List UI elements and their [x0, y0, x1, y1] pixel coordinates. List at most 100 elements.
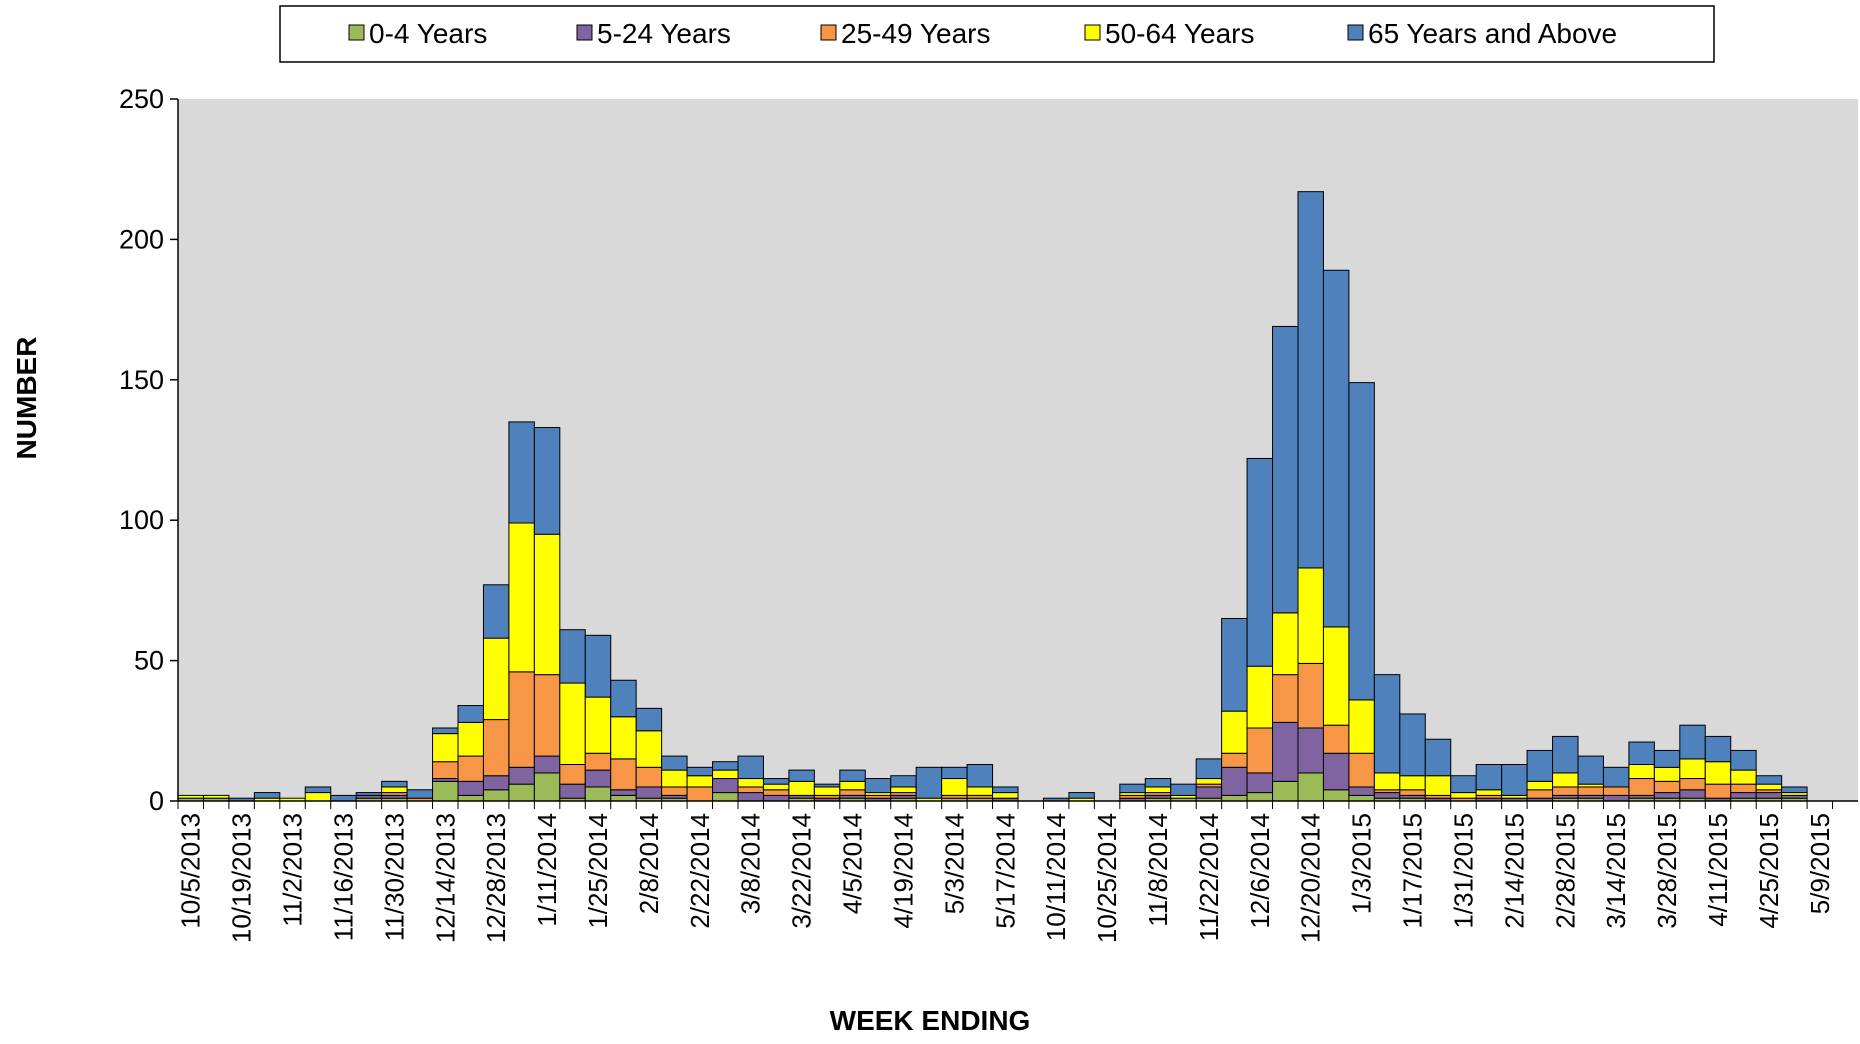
bar-segment — [432, 780, 459, 802]
bar-segment — [890, 786, 917, 794]
bar-segment — [788, 769, 815, 782]
bar-segment — [864, 778, 892, 794]
x-tick-label: 2/22/2014 — [685, 813, 715, 929]
bar-segment — [992, 792, 1019, 799]
bar-segment — [1322, 626, 1350, 726]
bar-segment — [508, 522, 535, 673]
bar-segment — [1272, 612, 1299, 676]
x-tick-label: 11/8/2014 — [1143, 813, 1173, 927]
bar-segment — [1602, 766, 1630, 788]
bar-segment — [1679, 758, 1706, 780]
x-tick-label: 5/3/2014 — [939, 813, 969, 914]
bar-segment — [686, 786, 714, 802]
bar-segment — [1577, 755, 1604, 785]
bar-segment — [1373, 772, 1401, 791]
bar-segment — [661, 755, 688, 771]
bar-segment — [1730, 792, 1757, 799]
bar-segment — [966, 786, 994, 796]
bar-segment — [406, 789, 434, 799]
bar-segment — [1628, 741, 1655, 765]
bar-segment — [1704, 783, 1732, 799]
bar-segment — [941, 766, 968, 780]
bar-segment — [1272, 721, 1299, 782]
y-tick-label: 50 — [134, 646, 164, 676]
bar-segment — [1450, 775, 1477, 794]
bar-segment — [1348, 699, 1375, 754]
bar-segment — [1399, 775, 1426, 791]
bar-segment — [508, 421, 535, 524]
bar-segment — [635, 766, 663, 788]
x-tick-label: 3/28/2015 — [1652, 813, 1682, 929]
x-tick-label: 2/8/2014 — [634, 813, 664, 914]
bar-segment — [839, 780, 866, 791]
bar-segment — [1297, 772, 1324, 802]
bar-segment — [712, 761, 739, 771]
bar-segment — [1501, 763, 1528, 796]
bar-segment — [457, 755, 484, 782]
bar-segment — [1348, 752, 1375, 788]
bar-segment — [457, 794, 484, 802]
bar-segment — [1144, 778, 1172, 788]
x-tick-label: 4/19/2014 — [888, 813, 918, 929]
x-tick-label: 2/14/2015 — [1499, 813, 1529, 929]
bar-segment — [839, 769, 866, 782]
x-tick-label: 3/14/2015 — [1601, 813, 1631, 929]
legend-label: 0-4 Years — [369, 18, 487, 49]
x-tick-label: 10/19/2013 — [227, 813, 257, 943]
bar-segment — [1552, 735, 1579, 774]
bar-segment — [1526, 780, 1554, 791]
bar-segment — [1221, 766, 1248, 796]
bar-segment — [330, 794, 357, 802]
x-tick-label: 4/25/2015 — [1754, 813, 1784, 929]
bar-segment — [839, 789, 866, 796]
bar-segment — [1450, 792, 1477, 799]
bar-segment — [508, 783, 535, 802]
bar-segment — [1755, 792, 1783, 799]
bar-segment — [457, 780, 484, 796]
bar-segment — [1475, 789, 1503, 796]
x-tick-label: 1/11/2014 — [532, 813, 562, 927]
bar-segment — [584, 786, 612, 802]
bar-segment — [1068, 792, 1095, 799]
bar-segment — [584, 696, 612, 754]
bar-segment — [381, 780, 408, 788]
legend-label: 65 Years and Above — [1368, 18, 1617, 49]
bar-segment — [584, 769, 612, 788]
legend-swatch — [820, 24, 837, 41]
bar-segment — [610, 794, 637, 802]
bar-segment — [712, 778, 739, 794]
bar-segment — [1246, 772, 1274, 794]
x-tick-label: 1/31/2015 — [1448, 813, 1478, 929]
bar-segment — [712, 792, 739, 802]
y-tick-label: 0 — [149, 786, 164, 816]
bar-segment — [1221, 617, 1248, 712]
bar-segment — [584, 752, 612, 771]
plot-area — [178, 99, 1858, 801]
bar-segment — [304, 792, 332, 802]
bar-segment — [1628, 778, 1655, 796]
x-tick-label: 11/2/2013 — [278, 813, 308, 927]
bar-segment — [762, 778, 790, 785]
bar-segment — [559, 629, 586, 684]
x-tick-label: 1/25/2014 — [583, 813, 613, 929]
bar-segment — [1221, 794, 1248, 802]
bar-segment — [1653, 749, 1681, 768]
bar-segment — [1322, 724, 1350, 754]
bar-segment — [1322, 269, 1350, 628]
bar-segment — [1297, 191, 1324, 569]
bar-segment — [1322, 789, 1350, 802]
bar-segment — [1399, 713, 1426, 777]
bar-segment — [533, 772, 561, 802]
bar-segment — [1246, 727, 1274, 774]
y-tick-label: 250 — [119, 84, 164, 114]
bar-segment — [712, 769, 739, 780]
bar-segment — [941, 778, 968, 796]
bar-segment — [1526, 749, 1554, 782]
bar-segment — [1195, 778, 1223, 785]
bar-segment — [1322, 752, 1350, 791]
bar-segment — [813, 783, 841, 788]
bar-segment — [1424, 738, 1452, 777]
bar-segment — [432, 761, 459, 780]
bar-segment — [1577, 786, 1604, 796]
bar-segment — [177, 794, 204, 799]
